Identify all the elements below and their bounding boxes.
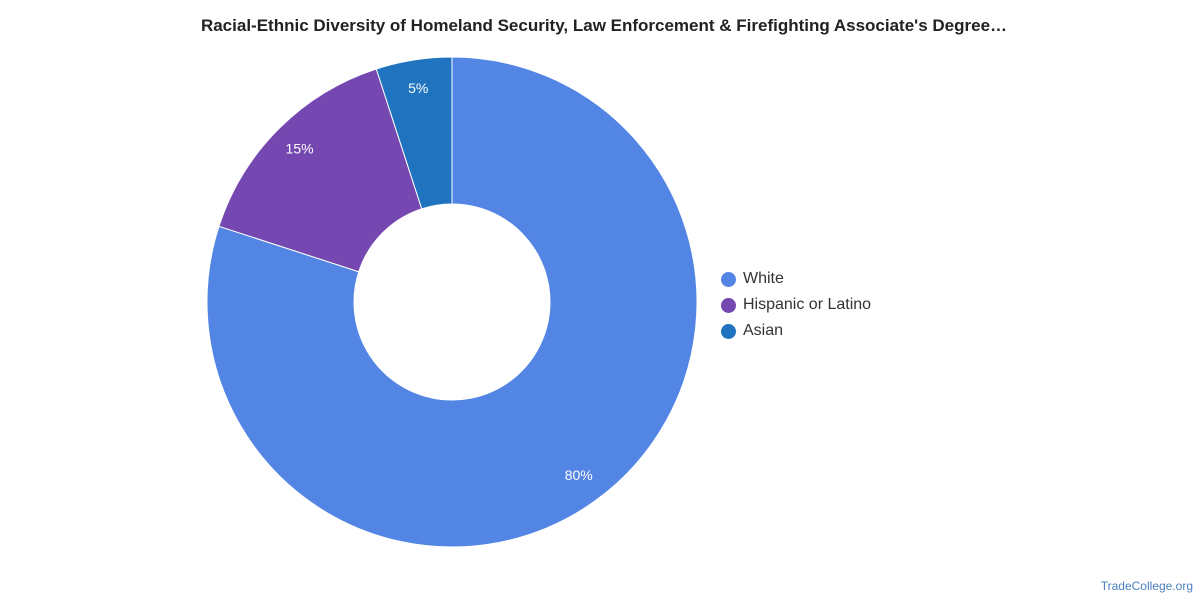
- slice-label-white: 80%: [565, 467, 593, 483]
- source-watermark[interactable]: TradeCollege.org: [1100, 579, 1193, 593]
- legend-item-hispanic-or-latino[interactable]: Hispanic or Latino: [721, 292, 871, 318]
- legend-swatch-icon: [721, 297, 736, 313]
- slice-asian[interactable]: [375, 56, 453, 210]
- chart-title: Racial-Ethnic Diversity of Homeland Secu…: [200, 16, 1008, 35]
- chart-legend: White Hispanic or Latino Asian: [721, 266, 871, 344]
- donut-slices: [206, 56, 698, 548]
- legend-item-white[interactable]: White: [721, 266, 871, 292]
- legend-label: Hispanic or Latino: [743, 296, 872, 313]
- slice-label-asian: 5%: [408, 80, 428, 96]
- legend-swatch-icon: [721, 323, 736, 339]
- slice-hispanic-or-latino[interactable]: [218, 68, 423, 273]
- legend-label: Asian: [743, 322, 784, 339]
- slice-label-hispanic-or-latino: 15%: [286, 140, 314, 156]
- legend-label: White: [743, 270, 784, 287]
- legend-item-asian[interactable]: Asian: [721, 318, 871, 344]
- slice-white[interactable]: [206, 56, 698, 548]
- legend-swatch-icon: [721, 271, 736, 287]
- donut-labels: 80% 15% 5%: [286, 80, 593, 483]
